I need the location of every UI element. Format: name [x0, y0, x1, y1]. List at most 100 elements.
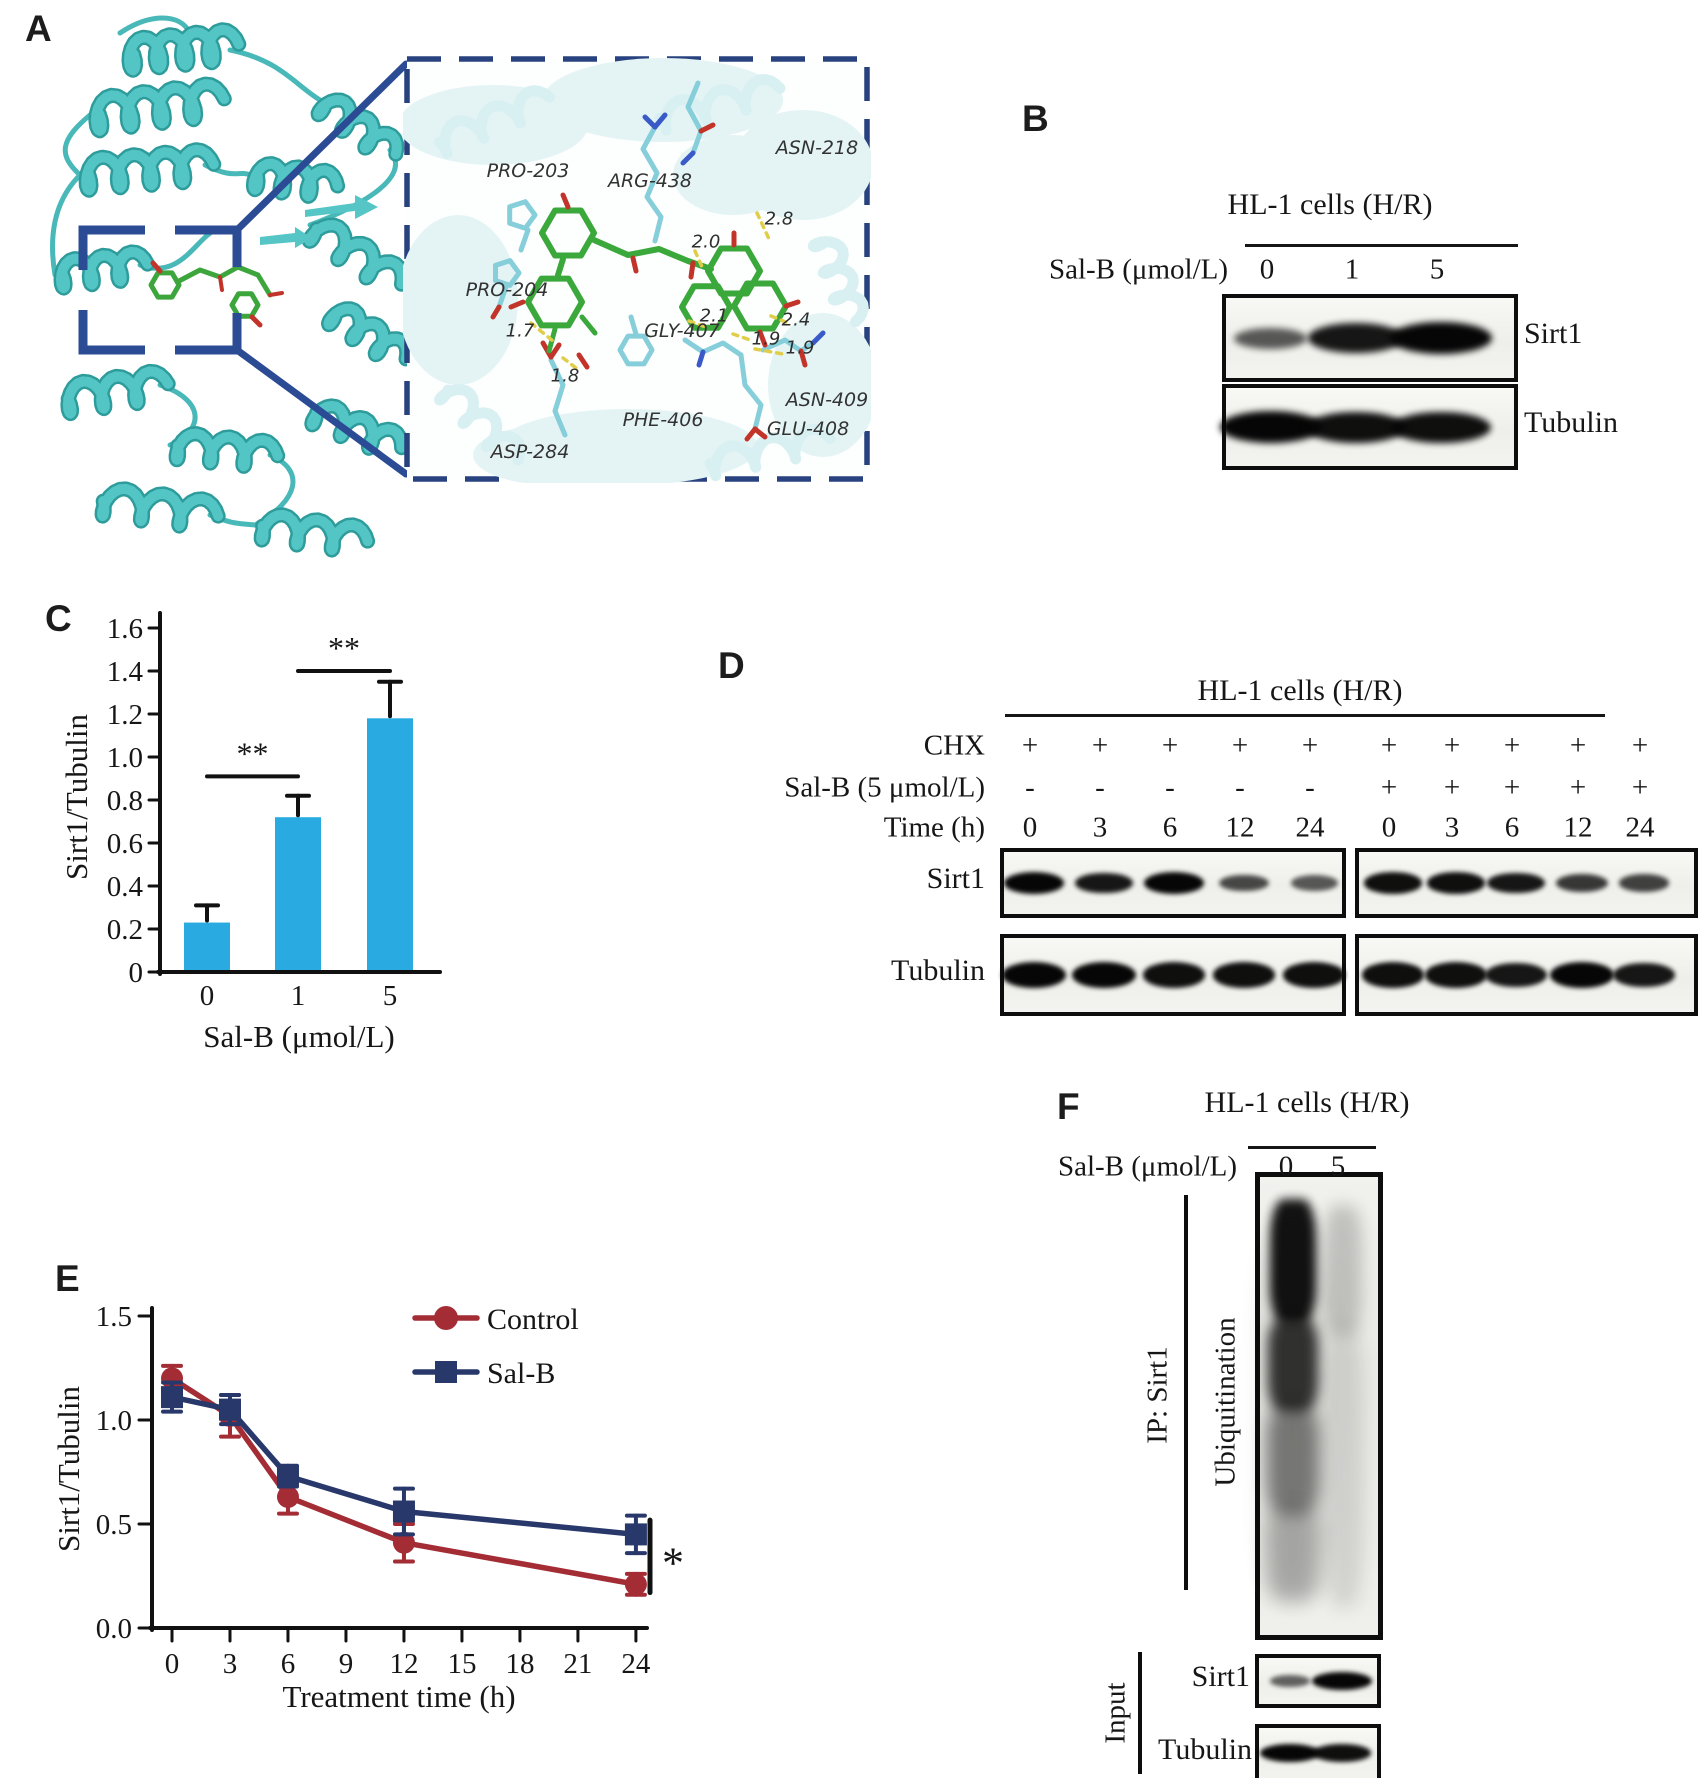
data-point-salb [276, 1465, 299, 1488]
y-tick-label: 1.4 [107, 656, 144, 688]
protein-ribbon-structure [50, 15, 415, 558]
input-bracket-line [1138, 1652, 1142, 1774]
blot-band [1212, 962, 1276, 988]
x-tick-label: 0 [165, 1648, 180, 1680]
condition-row-label: CHX [923, 729, 985, 762]
condition-value: 12 [1563, 811, 1593, 844]
data-point-salb [624, 1523, 647, 1546]
data-point-control [392, 1531, 415, 1554]
y-tick-label: 0.2 [107, 914, 143, 946]
westernblot-sirt1-left [1000, 848, 1346, 918]
x-axis-label: Treatment time (h) [282, 1679, 515, 1714]
y-tick-label: 1.0 [107, 742, 143, 774]
residue-label: PRO-204 [465, 279, 549, 301]
condition-value: + [1443, 729, 1461, 762]
condition-value: 24 [1295, 811, 1325, 844]
distance-label: 2.8 [764, 208, 794, 230]
x-tick-label: 21 [563, 1648, 592, 1680]
condition-row-label: Sal-B (5 μmol/L) [784, 771, 985, 804]
x-tick-label: 5 [383, 980, 398, 1012]
blot-band [1260, 1744, 1321, 1762]
significance-label: ** [328, 630, 360, 666]
data-point-salb [218, 1398, 241, 1421]
ubiquitination-blot [1255, 1172, 1383, 1640]
blot-band [1306, 411, 1406, 443]
panel-b-label: B [1022, 98, 1049, 139]
input-blot-sirt1 [1255, 1654, 1381, 1708]
legend-label: Sal-B [487, 1357, 555, 1390]
blot-band [1269, 1675, 1311, 1687]
blot-band [1002, 962, 1066, 988]
input-label: Input [1099, 1682, 1132, 1744]
y-tick-label: 1.0 [96, 1405, 132, 1437]
panel-b-header-rule [1245, 244, 1518, 247]
y-tick-label: 1.2 [107, 699, 143, 731]
significance-label: * [662, 1539, 684, 1588]
blot-band [1363, 872, 1423, 894]
panel-f-header: HL-1 cells (H/R) [1204, 1086, 1410, 1119]
ubiquitination-smear [1262, 1237, 1322, 1597]
y-tick-label: 0.6 [107, 828, 143, 860]
y-axis-label: Sirt1/Tubulin [59, 714, 94, 880]
blot-band [1361, 962, 1425, 988]
blot-band [1142, 962, 1206, 988]
blot-band [1075, 872, 1133, 894]
condition-value: 0 [1022, 811, 1038, 844]
condition-value: 3 [1444, 811, 1460, 844]
condition-value: + [1569, 771, 1587, 804]
panel-f-treatment-label: Sal-B (μmol/L) [1057, 1150, 1237, 1183]
condition-value: 24 [1625, 811, 1655, 844]
panel-d-header: HL-1 cells (H/R) [1197, 674, 1403, 707]
condition-value: + [1380, 771, 1398, 804]
y-tick-label: 0 [129, 957, 144, 989]
panel-c-label: C [45, 598, 72, 639]
westernblot-sirt1-panel-b [1222, 294, 1518, 382]
dose-label: 1 [1344, 253, 1360, 286]
condition-value: + [1631, 729, 1649, 762]
x-axis-label: Sal-B (μmol/L) [203, 1019, 394, 1054]
condition-value: + [1569, 729, 1587, 762]
panel-d-label: D [718, 645, 745, 686]
panel-a-label: A [25, 8, 52, 49]
condition-value: - [1165, 771, 1175, 804]
legend-label: Control [487, 1303, 579, 1336]
y-tick-label: 0.4 [107, 871, 144, 903]
blot-band [1391, 411, 1491, 443]
distance-label: 2.1 [699, 305, 729, 327]
data-point-salb [392, 1500, 415, 1523]
ubiquitination-smear [1267, 1405, 1319, 1515]
condition-value: + [1380, 729, 1398, 762]
binding-site-inset [403, 56, 871, 483]
blot-band [1311, 1672, 1372, 1690]
x-tick-label: 1 [291, 980, 306, 1012]
panel-f-header-rule [1248, 1146, 1376, 1149]
x-tick-label: 12 [389, 1648, 418, 1680]
inset-annotations: PRO-203 ARG-438 ASN-218 PRO-204 ASP-284 PHE-4… [403, 55, 871, 483]
blot-band [1550, 962, 1614, 988]
blot-band [1282, 962, 1346, 988]
condition-value: + [1503, 771, 1521, 804]
x-tick-label: 3 [223, 1648, 238, 1680]
dose-label: 0 [1278, 1150, 1294, 1183]
westernblot-tubulin-right [1355, 934, 1698, 1016]
condition-value: + [1443, 771, 1461, 804]
blot-band [1312, 1744, 1372, 1762]
blot-band [1144, 872, 1204, 894]
condition-value: + [1161, 729, 1179, 762]
residue-label: ASN-218 [775, 137, 859, 159]
blot-band [1613, 962, 1675, 988]
inset-connector-lines [233, 60, 410, 478]
input-label-tubulin: Tubulin [1158, 1733, 1252, 1766]
condition-value: + [1091, 729, 1109, 762]
residue-label: ARG-438 [607, 170, 693, 192]
panel-b-header: HL-1 cells (H/R) [1227, 188, 1433, 221]
blot-band [1618, 874, 1670, 892]
x-tick-label: 6 [281, 1648, 296, 1680]
y-axis-label: Sirt1/Tubulin [51, 1386, 86, 1552]
condition-value: 0 [1381, 811, 1397, 844]
blot-band [1234, 327, 1308, 349]
condition-value: 6 [1162, 811, 1178, 844]
bar-1 [275, 817, 321, 970]
condition-value: + [1021, 729, 1039, 762]
bar-5 [367, 718, 413, 970]
